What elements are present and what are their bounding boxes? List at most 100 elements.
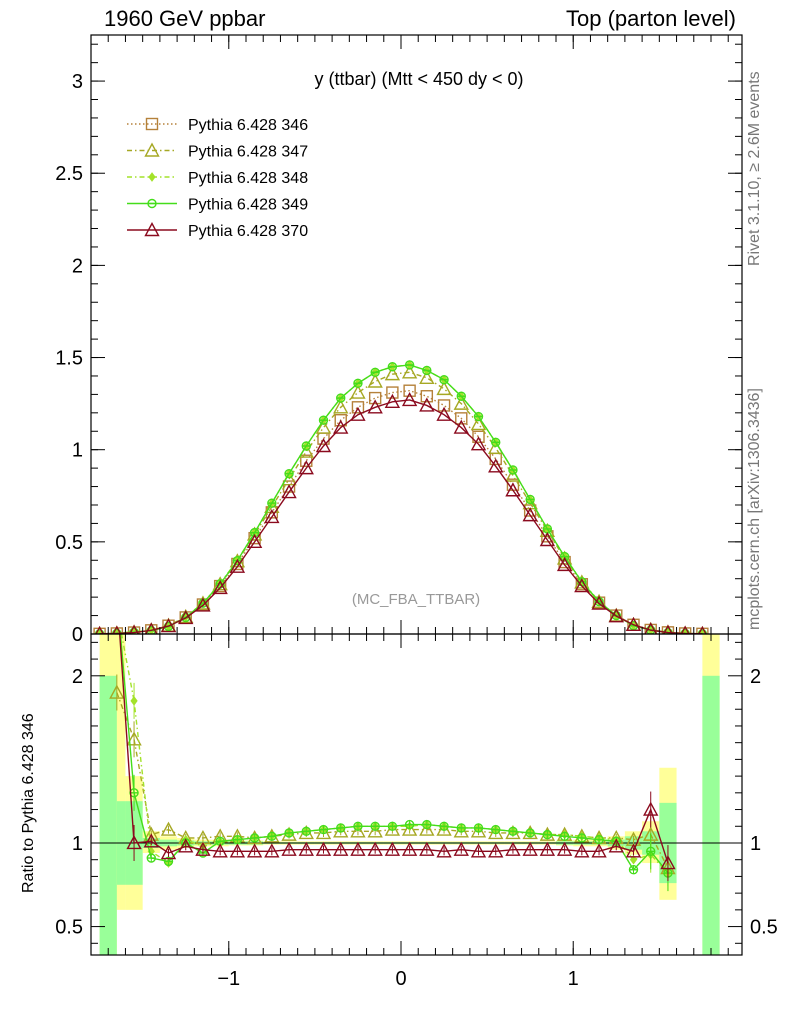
- header-left-label: 1960 GeV ppbar: [104, 6, 266, 31]
- series-4-point: [128, 624, 140, 634]
- series-4-point: [246, 533, 263, 549]
- ratio-series-3-point: [212, 843, 228, 858]
- series-4-point: [539, 532, 556, 547]
- ratio-series-3-point: [195, 841, 211, 856]
- series-4-point: [625, 616, 642, 631]
- ratio-series-0-point: [419, 821, 435, 836]
- series-1-point: [384, 366, 401, 381]
- legend-marker-0: [145, 117, 159, 131]
- legend-label-1: Pythia 6.428 347: [188, 144, 308, 161]
- ratio-series-3-point: [522, 841, 538, 856]
- series-4-point: [436, 406, 452, 421]
- series-4-point: [144, 622, 158, 634]
- series-line-4: [99, 399, 703, 634]
- ratio-series-0-point: [367, 823, 383, 838]
- ratio-series-3-point: [539, 841, 556, 856]
- ratio-series-3-point: [625, 843, 642, 858]
- series-4-point: [350, 406, 366, 421]
- main-ytick-label: 1.5: [55, 348, 83, 370]
- series-4-point: [419, 397, 435, 412]
- ratio-series-3-point: [419, 841, 435, 856]
- ratio-series-3-point: [660, 855, 676, 870]
- ratio-series-3-point: [384, 841, 401, 856]
- ratio-xtick-label: 0: [395, 968, 406, 990]
- legend-marker-2: [148, 172, 156, 182]
- ratio-series-0-point: [109, 684, 125, 699]
- series-4-point: [662, 624, 674, 634]
- series-4-point: [556, 556, 573, 572]
- series-4-point: [95, 625, 105, 634]
- ratio-edge-band-green: [99, 675, 117, 955]
- main-ytick-label: 2: [72, 255, 83, 277]
- series-4-point: [195, 597, 211, 612]
- series-4-point: [112, 625, 122, 634]
- chart-watermark: (MC_FBA_TTBAR): [352, 591, 480, 608]
- series-4-point: [488, 458, 504, 473]
- legend-label-0: Pythia 6.428 346: [188, 117, 308, 134]
- main-ytick-label: 3: [72, 71, 83, 93]
- legend-label-4: Pythia 6.428 370: [188, 223, 308, 240]
- series-line-1: [99, 371, 703, 634]
- ratio-series-3-point: [298, 841, 314, 856]
- ratio-series-3-point: [574, 843, 590, 858]
- series-4-point: [697, 625, 707, 634]
- ratio-ytick-label: 2: [72, 666, 83, 688]
- ratio-series-3-point: [229, 843, 246, 858]
- series-1-point: [367, 373, 383, 388]
- ratio-series-0-point: [350, 823, 366, 838]
- series-4-point: [384, 393, 401, 408]
- series-4-point: [281, 484, 297, 499]
- ratio-series-3-point: [126, 835, 142, 850]
- series-4-point: [522, 507, 538, 522]
- main-ytick-label: 0.5: [55, 532, 83, 554]
- ratio-series-3-point: [367, 841, 383, 856]
- ratio-series-3-point: [556, 841, 573, 856]
- series-0-point: [420, 390, 434, 403]
- series-4-point: [367, 399, 383, 414]
- ratio-series-3-point: [488, 843, 504, 858]
- legend-marker-4: [144, 222, 160, 237]
- series-1-point: [453, 395, 469, 410]
- ratio-series-3-point: [505, 841, 521, 856]
- ratio-series-3-point: [350, 841, 366, 856]
- main-plot-area: [93, 360, 709, 634]
- series-0-point: [455, 412, 468, 425]
- ratio-frame: [90, 633, 743, 956]
- ratio-xtick-label: −1: [217, 968, 240, 990]
- series-4-point: [470, 436, 487, 451]
- ratio-series-0-point: [126, 731, 142, 746]
- series-4-point: [212, 579, 228, 595]
- ratio-ytick-label: 1: [72, 833, 83, 855]
- series-4-point: [591, 595, 607, 610]
- ratio-ytick-label: 0.5: [55, 917, 83, 939]
- ratio-series-2-point: [113, 588, 121, 596]
- series-1-point: [436, 380, 452, 396]
- main-ytick-label: 2.5: [55, 163, 83, 185]
- series-4-point: [264, 508, 280, 524]
- header-right-label: Top (parton level): [566, 6, 736, 31]
- series-0-point: [403, 384, 416, 397]
- ratio-series-1-point: [114, 605, 120, 613]
- ratio-ytick-label-right: 0.5: [750, 917, 778, 939]
- ratio-plot-area: [91, 588, 742, 955]
- series-2-point: [95, 628, 104, 634]
- ratio-series-3-point: [281, 841, 297, 856]
- ratio-xtick-label: 1: [568, 968, 579, 990]
- series-0-point: [351, 401, 365, 414]
- ratio-series-1-point: [130, 696, 138, 706]
- series-4-point: [178, 609, 194, 625]
- series-1-point: [350, 384, 366, 399]
- series-0-point: [472, 430, 485, 443]
- series-1-point: [470, 415, 487, 431]
- series-2-point: [698, 628, 707, 634]
- ratio-ytick-label-right: 2: [750, 666, 761, 688]
- ratio-series-1-point: [629, 854, 638, 865]
- series-1-point: [401, 364, 418, 379]
- series-4-point: [401, 391, 418, 407]
- ratio-series-3-point: [246, 843, 263, 858]
- ratio-series-0-point: [160, 821, 177, 836]
- series-0-point: [386, 386, 399, 399]
- series-4-point: [453, 419, 469, 434]
- ratio-series-3-point: [453, 841, 469, 856]
